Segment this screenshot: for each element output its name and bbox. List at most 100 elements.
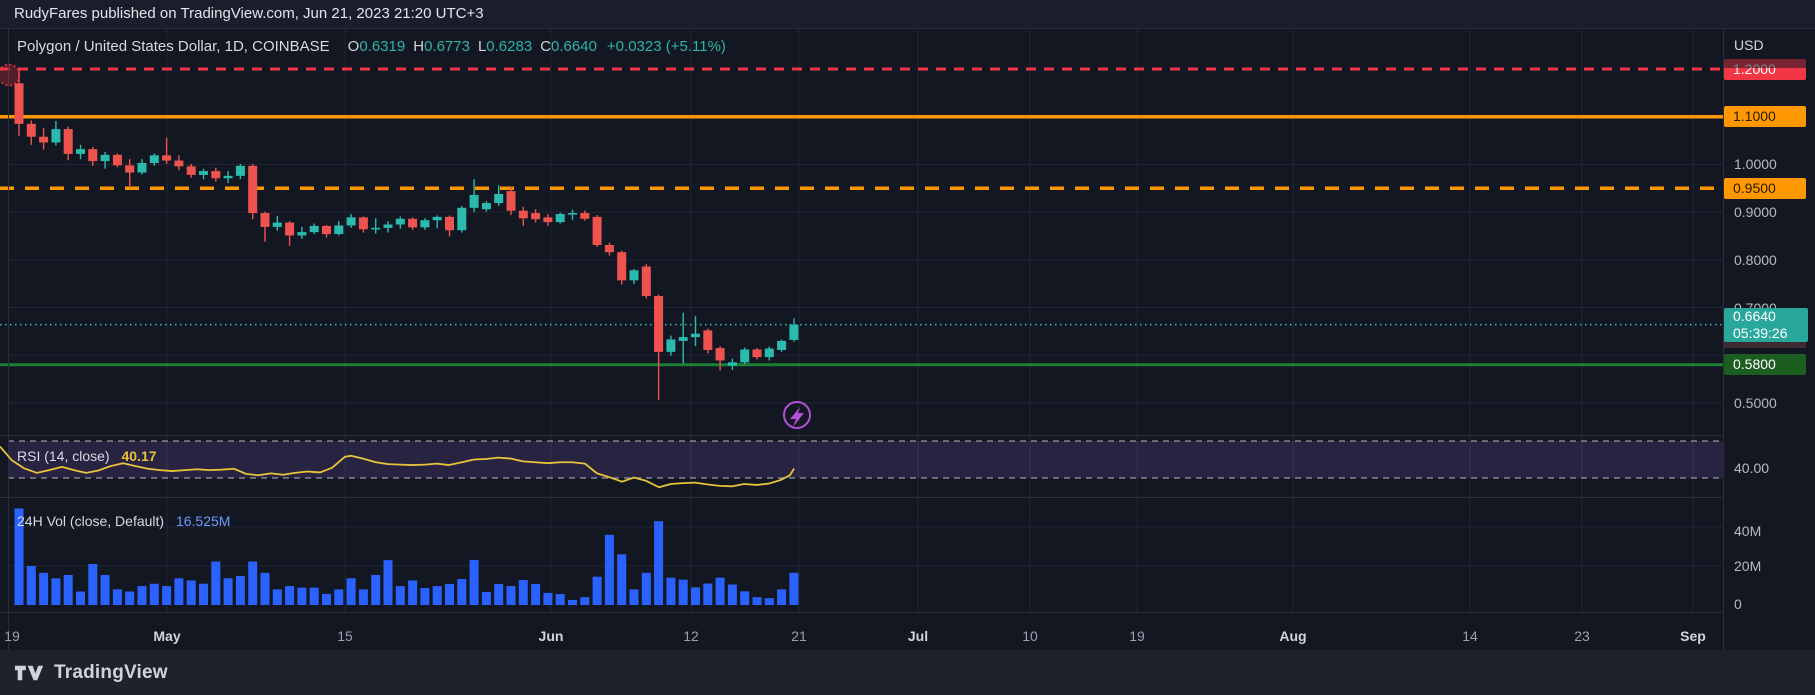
volume-bar (100, 574, 110, 605)
candle-body (543, 217, 553, 223)
time-tick-label[interactable]: 19 (1129, 628, 1145, 644)
time-tick-label[interactable]: Sep (1680, 628, 1706, 644)
ohlc-low-value: 0.6283 (486, 38, 533, 55)
volume-bar (346, 578, 356, 605)
volume-bar (63, 574, 73, 605)
volume-bar (506, 586, 516, 605)
time-tick-label[interactable]: Jun (539, 628, 564, 644)
volume-bar (235, 575, 245, 605)
volume-bar (666, 577, 676, 605)
chart-area[interactable]: 19 May 15 Jun 12 21 Jul 10 19 Aug 14 23 Sep Polygon … (0, 29, 1815, 650)
lightning-circle-icon[interactable] (783, 401, 811, 429)
candle-body (531, 213, 541, 220)
red-circle-annotation[interactable] (0, 63, 21, 87)
rsi-legend: RSI (14, close) 40.17 (17, 448, 157, 464)
publish-info-bar: RudyFares published on TradingView.com, … (0, 0, 1815, 29)
volume-bar (715, 577, 725, 605)
candle-body (248, 165, 258, 214)
time-tick-label[interactable]: 19 (4, 628, 20, 644)
current-price-value: 0.6640 (1733, 307, 1776, 324)
volume-bar (604, 534, 614, 605)
chart-canvas[interactable]: 19 May 15 Jun 12 21 Jul 10 19 Aug 14 23 Sep (0, 29, 1723, 650)
candle-body (162, 155, 172, 161)
price-badge-0.9500: 0.9500 (1724, 177, 1806, 199)
volume-bar (445, 583, 454, 605)
time-tick-label[interactable]: 14 (1462, 628, 1478, 644)
volume-bar (531, 583, 541, 605)
volume-bar (752, 597, 762, 605)
time-tick-label[interactable]: 23 (1574, 628, 1590, 644)
price-badge-0.5800: 0.5800 (1724, 354, 1806, 376)
price-axis-label-0.8000: 0.8000 (1734, 251, 1777, 268)
volume-bar (211, 561, 221, 605)
candle-body (39, 136, 49, 143)
candle-body (199, 171, 208, 175)
candle-body (383, 224, 393, 228)
candle-body (715, 348, 725, 361)
candle-body (420, 220, 430, 228)
volume-bar (76, 591, 85, 605)
candle-body (272, 222, 282, 227)
candle-body (727, 362, 737, 366)
volume-bar (149, 583, 159, 605)
candle-body (309, 225, 319, 233)
candle-body (358, 217, 368, 230)
candle-body (481, 203, 491, 210)
candle-body (764, 348, 774, 358)
tradingview-logo-icon[interactable] (14, 663, 45, 683)
candle-body (604, 245, 614, 253)
volume-bar (654, 521, 664, 605)
volume-bar (494, 583, 504, 605)
time-tick-label[interactable]: 12 (683, 628, 699, 644)
volume-bar (777, 589, 787, 605)
candle-body (14, 83, 24, 124)
candle-body (494, 193, 504, 204)
price-axis-label-0.9000: 0.9000 (1734, 204, 1777, 221)
volume-bar (174, 578, 184, 605)
volume-bar (432, 586, 442, 605)
volume-bar (518, 580, 528, 605)
time-tick-label[interactable]: 10 (1022, 628, 1038, 644)
volume-bar (678, 579, 688, 605)
volume-bar (703, 583, 713, 605)
volume-bar (580, 597, 590, 605)
candle-body (457, 207, 467, 231)
volume-bar (334, 589, 344, 605)
volume-bar (260, 572, 270, 605)
candle-body (617, 252, 627, 281)
candle-body (186, 166, 196, 175)
ohlc-high-label: H (413, 38, 425, 55)
candle-body (555, 214, 565, 223)
candle-body (568, 213, 577, 215)
volume-bar (309, 587, 319, 605)
candle-body (137, 162, 147, 173)
change-value: +0.0323 (+5.11%) (606, 38, 726, 55)
time-tick-label[interactable]: 21 (791, 628, 807, 644)
volume-bar (457, 579, 467, 605)
brand-wordmark[interactable]: TradingView (54, 661, 168, 683)
volume-bar (186, 580, 196, 605)
candle-body (285, 222, 295, 236)
time-tick-label[interactable]: Jul (908, 628, 928, 644)
candle-body (654, 296, 664, 352)
price-badge-1.2000: 1.2000 (1724, 58, 1806, 80)
volume-bar (408, 580, 418, 605)
volume-bar (125, 591, 135, 605)
volume-bar (162, 586, 172, 605)
candle-body (629, 270, 639, 281)
volume-bar (740, 591, 750, 605)
price-axis[interactable]: USD 1.00000.90000.80000.70000.50001.2000… (1723, 29, 1815, 650)
volume-bar (285, 586, 295, 605)
candle-body (63, 129, 73, 154)
symbol-legend: Polygon / United States Dollar, 1D, COIN… (17, 38, 726, 55)
candle-body (752, 349, 762, 358)
candle-body (678, 337, 688, 341)
candle-body (149, 155, 159, 163)
bar-countdown-timer: 05:39:26 (1733, 324, 1788, 341)
time-tick-label[interactable]: 15 (337, 628, 353, 644)
ohlc-open-label: O (347, 38, 360, 55)
candle-body (125, 165, 135, 173)
time-tick-label[interactable]: May (153, 628, 180, 644)
volume-axis-label-0: 0 (1734, 596, 1742, 612)
time-tick-label[interactable]: Aug (1279, 628, 1306, 644)
